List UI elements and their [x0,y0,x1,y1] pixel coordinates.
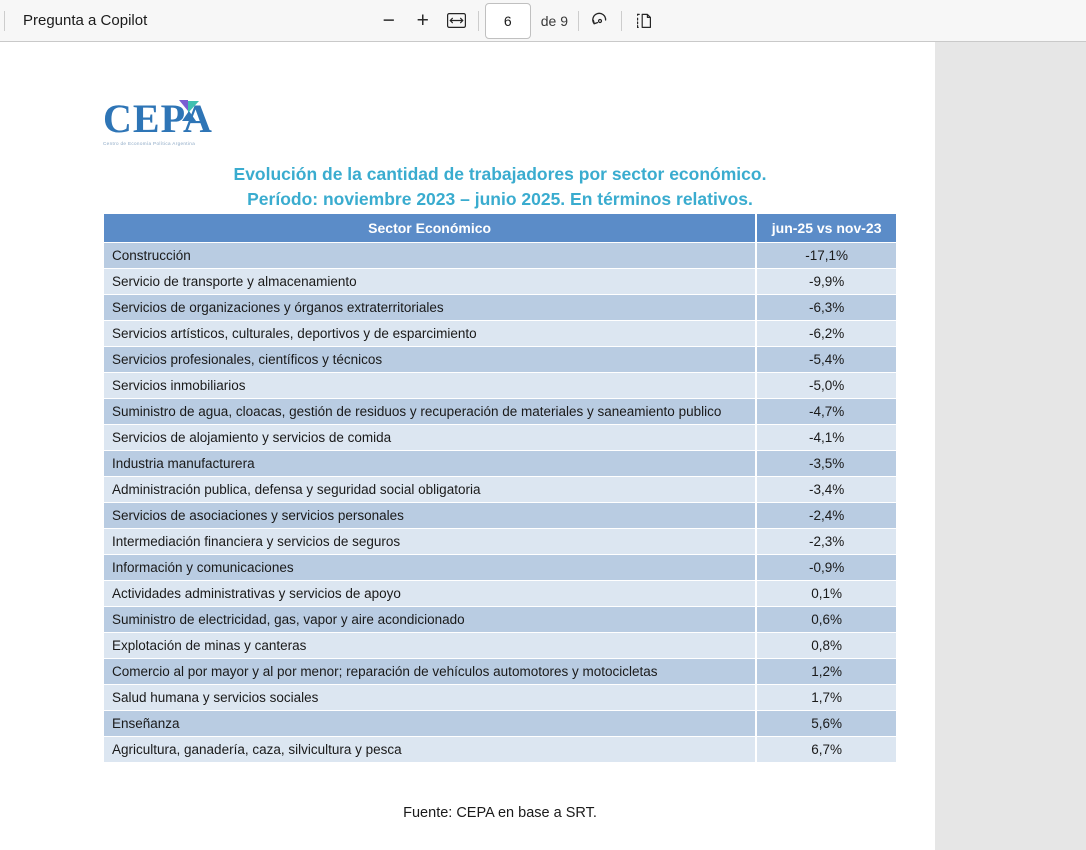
cell-sector-name: Industria manufacturera [104,451,756,476]
page-title: Evolución de la cantidad de trabajadores… [104,162,896,212]
cell-variation-value: -4,1% [755,425,896,450]
table-row: Servicios de asociaciones y servicios pe… [104,503,896,528]
cell-variation-value: -9,9% [755,269,896,294]
cell-variation-value: -17,1% [755,243,896,268]
cell-variation-value: -2,4% [755,503,896,528]
cell-sector-name: Servicios de organizaciones y órganos ex… [104,295,756,320]
cell-sector-name: Suministro de agua, cloacas, gestión de … [104,399,756,424]
cell-sector-name: Servicios de alojamiento y servicios de … [104,425,756,450]
column-header-sector: Sector Económico [104,214,756,242]
table-row: Construcción -17,1% [104,243,896,268]
cell-sector-name: Suministro de electricidad, gas, vapor y… [104,607,756,632]
page-total-label: de 9 [540,12,568,29]
table-row: Industria manufacturera -3,5% [104,451,896,476]
sector-data-table: Sector Económico jun-25 vs nov-23 Constr… [104,213,896,763]
logo-triangle-teal [188,101,199,113]
cell-sector-name: Agricultura, ganadería, caza, silvicultu… [104,737,756,762]
cell-variation-value: 5,6% [755,711,896,736]
cell-sector-name: Construcción [104,243,756,268]
logo-subtitle: Centro de Economía Política Argentina [103,141,196,146]
pdf-viewer-area[interactable]: CEPA Centro de Economía Política Argenti… [0,42,1086,850]
cell-variation-value: 0,6% [755,607,896,632]
cell-sector-name: Actividades administrativas y servicios … [104,581,756,606]
cell-variation-value: -5,0% [755,373,896,398]
rotate-button[interactable] [583,6,617,36]
table-row: Suministro de electricidad, gas, vapor y… [104,607,896,632]
cell-sector-name: Comercio al por mayor y al por menor; re… [104,659,756,684]
plus-icon: + [416,9,429,32]
page-title-line-1: Evolución de la cantidad de trabajadores… [233,164,767,184]
cell-variation-value: -6,3% [755,295,896,320]
pdf-page: CEPA Centro de Economía Política Argenti… [0,42,935,850]
cell-variation-value: 1,7% [755,685,896,710]
page-layout-icon [633,12,653,30]
table-row: Servicios artísticos, culturales, deport… [104,321,896,346]
toolbar-divider [578,10,579,31]
table-row: Comercio al por mayor y al por menor; re… [104,659,896,684]
zoom-out-button[interactable]: − [372,6,406,36]
cell-variation-value: -6,2% [755,321,896,346]
cell-sector-name: Servicios artísticos, culturales, deport… [104,321,756,346]
toolbar-divider [621,10,622,31]
table-header: Sector Económico jun-25 vs nov-23 [104,214,896,242]
table-row: Actividades administrativas y servicios … [104,581,896,606]
cell-sector-name: Salud humana y servicios sociales [104,685,756,710]
cell-variation-value: -2,3% [755,529,896,554]
page-title-line-2: Período: noviembre 2023 – junio 2025. En… [247,189,753,209]
cell-sector-name: Explotación de minas y canteras [104,633,756,658]
table-row: Servicios inmobiliarios -5,0% [104,373,896,398]
source-note: Fuente: CEPA en base a SRT. [403,805,597,821]
page-number-input[interactable]: 6 [484,2,531,39]
cell-variation-value: -5,4% [755,347,896,372]
table-row: Servicios de organizaciones y órganos ex… [104,295,896,320]
cell-variation-value: -3,4% [755,477,896,502]
table-row: Salud humana y servicios sociales 1,7% [104,685,896,710]
cell-sector-name: Información y comunicaciones [104,555,756,580]
logo-triangle-purple [179,100,188,111]
table-row: Servicios profesionales, científicos y t… [104,347,896,372]
cell-sector-name: Servicio de transporte y almacenamiento [104,269,756,294]
cell-variation-value: -3,5% [755,451,896,476]
table-row: Servicios de alojamiento y servicios de … [104,425,896,450]
cell-variation-value: -4,7% [755,399,896,424]
toolbar-divider [477,10,479,31]
fit-to-width-button[interactable] [440,6,474,36]
column-header-value: jun-25 vs nov-23 [755,214,896,242]
minus-icon: − [382,9,395,32]
table-row: Intermediación financiera y servicios de… [104,529,896,554]
cell-variation-value: 1,2% [755,659,896,684]
table-body: Construcción -17,1% Servicio de transporte… [104,243,896,762]
copilot-prompt-button[interactable]: Pregunta a Copilot [23,12,148,29]
cell-variation-value: -0,9% [755,555,896,580]
cepa-logo: CEPA Centro de Economía Política Argenti… [103,98,253,160]
table-row: Administración publica, defensa y seguri… [104,477,896,502]
toolbar-divider [4,10,5,31]
cell-variation-value: 0,1% [755,581,896,606]
table-row: Enseñanza 5,6% [104,711,896,736]
cell-sector-name: Servicios profesionales, científicos y t… [104,347,756,372]
table-row: Suministro de agua, cloacas, gestión de … [104,399,896,424]
pdf-toolbar: Pregunta a Copilot − + 6 de 9 [0,0,1086,42]
table-row: Explotación de minas y canteras 0,8% [104,633,896,658]
cell-variation-value: 0,8% [755,633,896,658]
cell-variation-value: 6,7% [755,737,896,762]
cell-sector-name: Servicios inmobiliarios [104,373,756,398]
table-header-row: Sector Económico jun-25 vs nov-23 [104,214,896,242]
logo-triangle-blue [182,111,196,121]
zoom-in-button[interactable]: + [406,6,440,36]
cell-sector-name: Enseñanza [104,711,756,736]
cell-sector-name: Administración publica, defensa y seguri… [104,477,756,502]
cell-sector-name: Intermediación financiera y servicios de… [104,529,756,554]
cell-sector-name: Servicios de asociaciones y servicios pe… [104,503,756,528]
page-view-button[interactable] [626,6,660,36]
table-row: Agricultura, ganadería, caza, silvicultu… [104,737,896,762]
logo-wordmark: CEPA [103,96,213,141]
table-row: Información y comunicaciones -0,9% [104,555,896,580]
fit-to-width-icon [447,13,467,28]
rotate-clockwise-icon [590,11,610,31]
table-row: Servicio de transporte y almacenamiento -… [104,269,896,294]
